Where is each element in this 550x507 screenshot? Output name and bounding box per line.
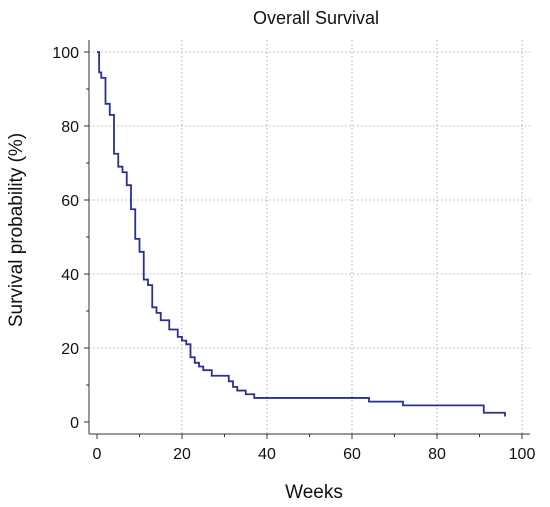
y-tick-label: 0: [70, 415, 79, 432]
x-tick-label: 40: [258, 446, 276, 463]
survival-curve: [97, 51, 506, 417]
axis-ticks: 0 20 40 60 80 100 0 20 40 60 80 100: [52, 45, 535, 463]
x-tick-label: 100: [509, 446, 536, 463]
chart-title: Overall Survival: [253, 8, 379, 28]
x-tick-label: 20: [173, 446, 191, 463]
y-tick-label: 100: [52, 45, 79, 62]
plot-frame: [88, 40, 530, 435]
x-axis-label: Weeks: [285, 482, 343, 503]
x-tick-label: 80: [428, 446, 446, 463]
y-tick-label: 80: [61, 119, 79, 136]
gridlines: [89, 40, 530, 434]
y-tick-label: 60: [61, 193, 79, 210]
y-tick-label: 20: [61, 341, 79, 358]
y-tick-label: 40: [61, 267, 79, 284]
x-tick-label: 60: [343, 446, 361, 463]
series-group: [97, 51, 506, 417]
x-tick-label: 0: [93, 446, 102, 463]
y-axis-label: Survival probability (%): [6, 133, 27, 327]
